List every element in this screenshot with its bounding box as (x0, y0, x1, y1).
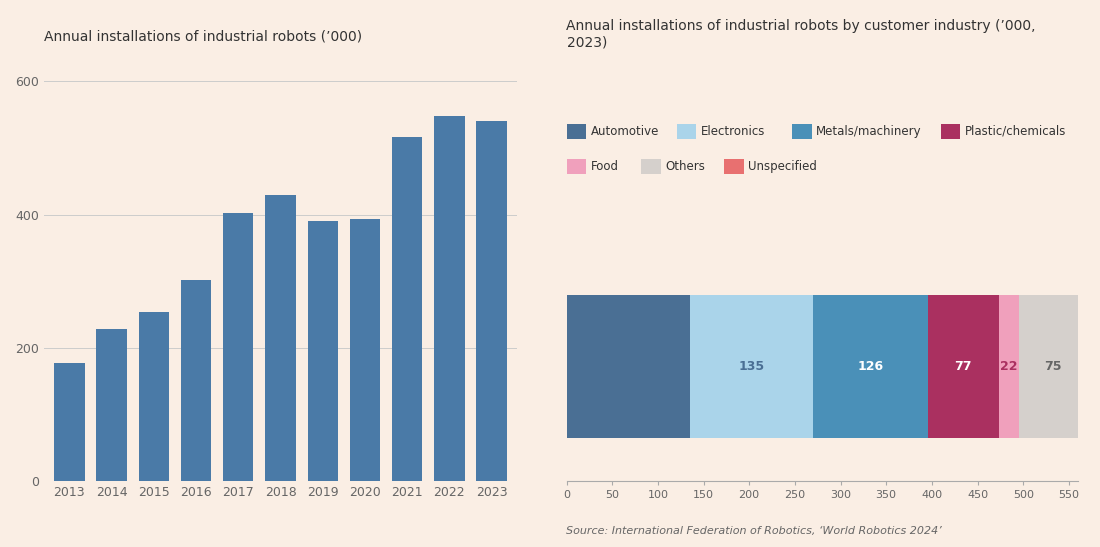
Text: Annual installations of industrial robots by customer industry (’000,
2023): Annual installations of industrial robot… (566, 19, 1036, 49)
Text: 75: 75 (1044, 360, 1061, 373)
Bar (265, 195, 296, 481)
Bar (928, 295, 999, 438)
Bar (566, 295, 690, 438)
Bar (392, 137, 422, 481)
Text: Metals/machinery: Metals/machinery (816, 125, 922, 138)
Bar (180, 280, 211, 481)
Text: 126: 126 (858, 360, 883, 373)
Bar (139, 312, 169, 481)
Bar (350, 219, 381, 481)
Bar (223, 213, 253, 481)
Bar (97, 329, 126, 481)
Bar (999, 295, 1019, 438)
Text: 77: 77 (955, 360, 972, 373)
Bar (54, 363, 85, 481)
Text: Annual installations of industrial robots (’000): Annual installations of industrial robot… (44, 30, 362, 44)
Bar (1087, 295, 1100, 438)
Bar (1019, 295, 1087, 438)
Text: Others: Others (666, 160, 705, 173)
Bar (476, 121, 507, 481)
Text: Food: Food (591, 160, 618, 173)
Bar (434, 116, 464, 481)
Text: 135: 135 (738, 360, 764, 373)
Text: Automotive: Automotive (591, 125, 659, 138)
Bar (308, 222, 338, 481)
Text: Unspecified: Unspecified (748, 160, 817, 173)
Text: Electronics: Electronics (701, 125, 766, 138)
Text: Plastic/chemicals: Plastic/chemicals (965, 125, 1066, 138)
Text: 22: 22 (1000, 360, 1018, 373)
Bar (813, 295, 928, 438)
Bar (690, 295, 813, 438)
Text: Source: International Federation of Robotics, ‘World Robotics 2024’: Source: International Federation of Robo… (566, 526, 943, 536)
